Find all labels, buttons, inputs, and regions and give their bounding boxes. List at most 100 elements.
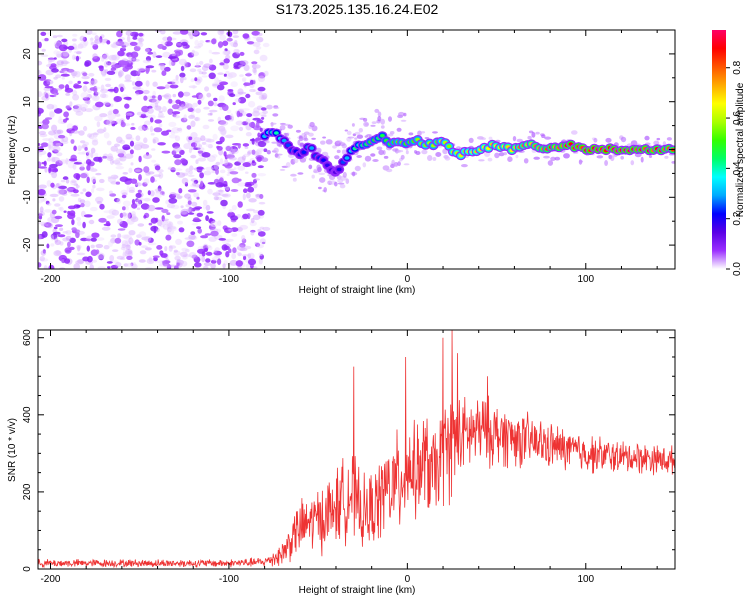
noise-speckle	[82, 96, 91, 101]
noise-speckle	[255, 91, 263, 96]
noise-speckle	[249, 88, 256, 93]
noise-speckle	[82, 72, 88, 77]
noise-speckle	[155, 105, 162, 111]
noise-speckle	[174, 135, 181, 142]
colorbar-gradient	[712, 30, 726, 269]
noise-speckle	[147, 204, 156, 212]
noise-speckle	[181, 41, 188, 47]
noise-speckle	[230, 215, 239, 221]
noise-speckle	[197, 42, 204, 47]
noise-speckle	[41, 123, 49, 130]
ridge-halo	[610, 155, 615, 162]
noise-speckle	[170, 167, 176, 173]
ridge-halo	[364, 155, 372, 162]
noise-speckle	[53, 57, 57, 60]
noise-speckle	[62, 176, 69, 180]
noise-speckle	[59, 241, 64, 246]
noise-speckle	[188, 147, 192, 154]
noise-speckle	[219, 81, 229, 86]
noise-speckle	[190, 132, 198, 139]
noise-speckle	[243, 153, 250, 158]
noise-speckle	[107, 88, 116, 92]
noise-speckle	[143, 95, 148, 101]
noise-speckle	[159, 250, 164, 256]
noise-speckle	[120, 121, 126, 128]
noise-speckle	[96, 128, 105, 134]
noise-speckle	[171, 52, 176, 57]
noise-speckle	[55, 143, 62, 146]
ridge-halo	[346, 130, 352, 136]
noise-speckle	[236, 214, 241, 218]
noise-speckle	[89, 264, 94, 269]
noise-speckle	[52, 35, 58, 39]
noise-speckle	[196, 166, 204, 170]
noise-speckle	[206, 92, 212, 98]
noise-speckle	[217, 41, 224, 48]
noise-speckle	[241, 234, 246, 241]
noise-speckle	[219, 62, 225, 66]
noise-speckle	[182, 91, 191, 97]
noise-speckle	[59, 206, 64, 212]
snr-x-tick-label: 100	[577, 574, 594, 585]
noise-speckle	[85, 238, 92, 242]
noise-speckle	[233, 167, 237, 170]
noise-speckle	[245, 93, 251, 99]
ridge-halo	[461, 164, 468, 168]
noise-speckle	[212, 133, 218, 140]
noise-speckle	[243, 82, 252, 86]
noise-speckle	[134, 80, 143, 87]
noise-speckle	[207, 246, 213, 251]
noise-speckle	[56, 60, 64, 66]
noise-speckle	[89, 37, 94, 41]
noise-speckle	[97, 252, 105, 260]
noise-speckle	[138, 241, 142, 246]
noise-speckle	[200, 235, 209, 239]
noise-speckle	[56, 152, 63, 157]
noise-speckle	[117, 233, 122, 239]
noise-speckle	[258, 201, 266, 205]
noise-speckle	[243, 255, 247, 261]
spectrogram-y-tick-label: 20	[22, 48, 33, 60]
ridge-halo	[620, 156, 624, 160]
noise-speckle	[113, 175, 119, 179]
noise-speckle	[201, 75, 208, 78]
noise-speckle	[250, 217, 255, 224]
noise-speckle	[85, 191, 92, 198]
noise-speckle	[183, 77, 187, 81]
noise-speckle	[223, 58, 230, 64]
noise-speckle	[207, 188, 213, 195]
noise-speckle	[205, 40, 211, 43]
noise-speckle	[255, 121, 260, 129]
noise-speckle	[241, 77, 247, 82]
noise-speckle	[75, 260, 84, 265]
noise-speckle	[170, 131, 176, 135]
ridge-halo	[391, 159, 395, 165]
noise-speckle	[60, 73, 70, 77]
noise-speckle	[237, 252, 242, 257]
noise-speckle	[176, 127, 183, 132]
noise-speckle	[232, 247, 237, 254]
noise-speckle	[212, 192, 221, 197]
ridge-halo	[316, 164, 322, 171]
noise-speckle	[216, 84, 225, 91]
noise-speckle	[223, 158, 229, 166]
noise-speckle	[231, 177, 240, 184]
noise-speckle	[187, 107, 194, 113]
noise-speckle	[251, 160, 255, 164]
noise-speckle	[116, 198, 122, 204]
noise-speckle	[74, 103, 83, 111]
noise-speckle	[173, 249, 178, 253]
noise-speckle	[79, 103, 88, 110]
noise-speckle	[180, 205, 184, 209]
noise-speckle	[130, 216, 139, 223]
noise-speckle	[128, 237, 134, 245]
noise-speckle	[229, 259, 238, 266]
noise-speckle	[91, 32, 97, 36]
spectrogram-y-tick-label: 0	[22, 146, 33, 152]
noise-speckle	[53, 129, 62, 135]
noise-speckle	[91, 139, 99, 146]
noise-speckle	[243, 64, 250, 72]
noise-speckle	[54, 239, 62, 246]
noise-speckle	[98, 217, 107, 223]
ridge-core	[281, 138, 287, 143]
